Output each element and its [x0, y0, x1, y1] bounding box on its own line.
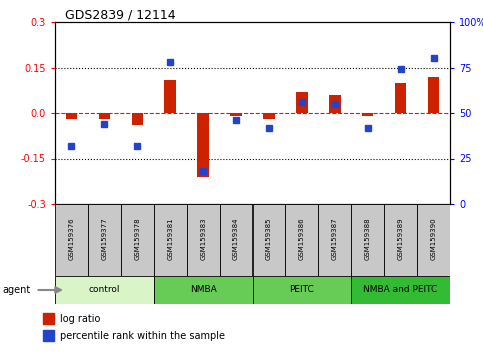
- Text: log ratio: log ratio: [60, 314, 100, 324]
- Text: GSM159383: GSM159383: [200, 217, 206, 260]
- Bar: [362, 113, 373, 116]
- Text: GSM159390: GSM159390: [430, 217, 437, 260]
- Text: GSM159381: GSM159381: [167, 217, 173, 260]
- Bar: [351, 276, 450, 304]
- Bar: [395, 83, 406, 113]
- Bar: [43, 330, 54, 341]
- Bar: [417, 204, 450, 276]
- Text: GSM159377: GSM159377: [101, 217, 107, 260]
- Bar: [296, 92, 308, 113]
- Text: GSM159384: GSM159384: [233, 217, 239, 260]
- Bar: [88, 204, 121, 276]
- Text: PEITC: PEITC: [289, 285, 314, 295]
- Bar: [318, 204, 351, 276]
- Bar: [263, 113, 275, 119]
- Bar: [121, 204, 154, 276]
- Bar: [55, 276, 154, 304]
- Text: GSM159378: GSM159378: [134, 217, 140, 260]
- Bar: [253, 204, 285, 276]
- Bar: [154, 204, 186, 276]
- Text: NMBA and PEITC: NMBA and PEITC: [364, 285, 438, 295]
- Text: GDS2839 / 12114: GDS2839 / 12114: [65, 8, 176, 21]
- Text: GSM159389: GSM159389: [398, 217, 404, 260]
- Bar: [285, 204, 318, 276]
- Text: NMBA: NMBA: [190, 285, 216, 295]
- Bar: [55, 204, 88, 276]
- Bar: [131, 113, 143, 125]
- Bar: [99, 113, 110, 119]
- Bar: [253, 276, 351, 304]
- Text: control: control: [88, 285, 120, 295]
- Bar: [198, 113, 209, 177]
- Bar: [220, 204, 253, 276]
- Bar: [164, 80, 176, 113]
- Bar: [428, 76, 440, 113]
- Text: GSM159388: GSM159388: [365, 217, 371, 260]
- Bar: [384, 204, 417, 276]
- Text: percentile rank within the sample: percentile rank within the sample: [60, 331, 225, 341]
- Bar: [186, 204, 220, 276]
- Bar: [43, 313, 54, 324]
- Text: GSM159376: GSM159376: [69, 217, 74, 260]
- Bar: [66, 113, 77, 119]
- Bar: [351, 204, 384, 276]
- Bar: [154, 276, 253, 304]
- Text: GSM159387: GSM159387: [332, 217, 338, 260]
- Bar: [329, 95, 341, 113]
- Text: agent: agent: [2, 285, 30, 295]
- Text: GSM159385: GSM159385: [266, 217, 272, 260]
- Text: GSM159386: GSM159386: [299, 217, 305, 260]
- Bar: [230, 113, 242, 116]
